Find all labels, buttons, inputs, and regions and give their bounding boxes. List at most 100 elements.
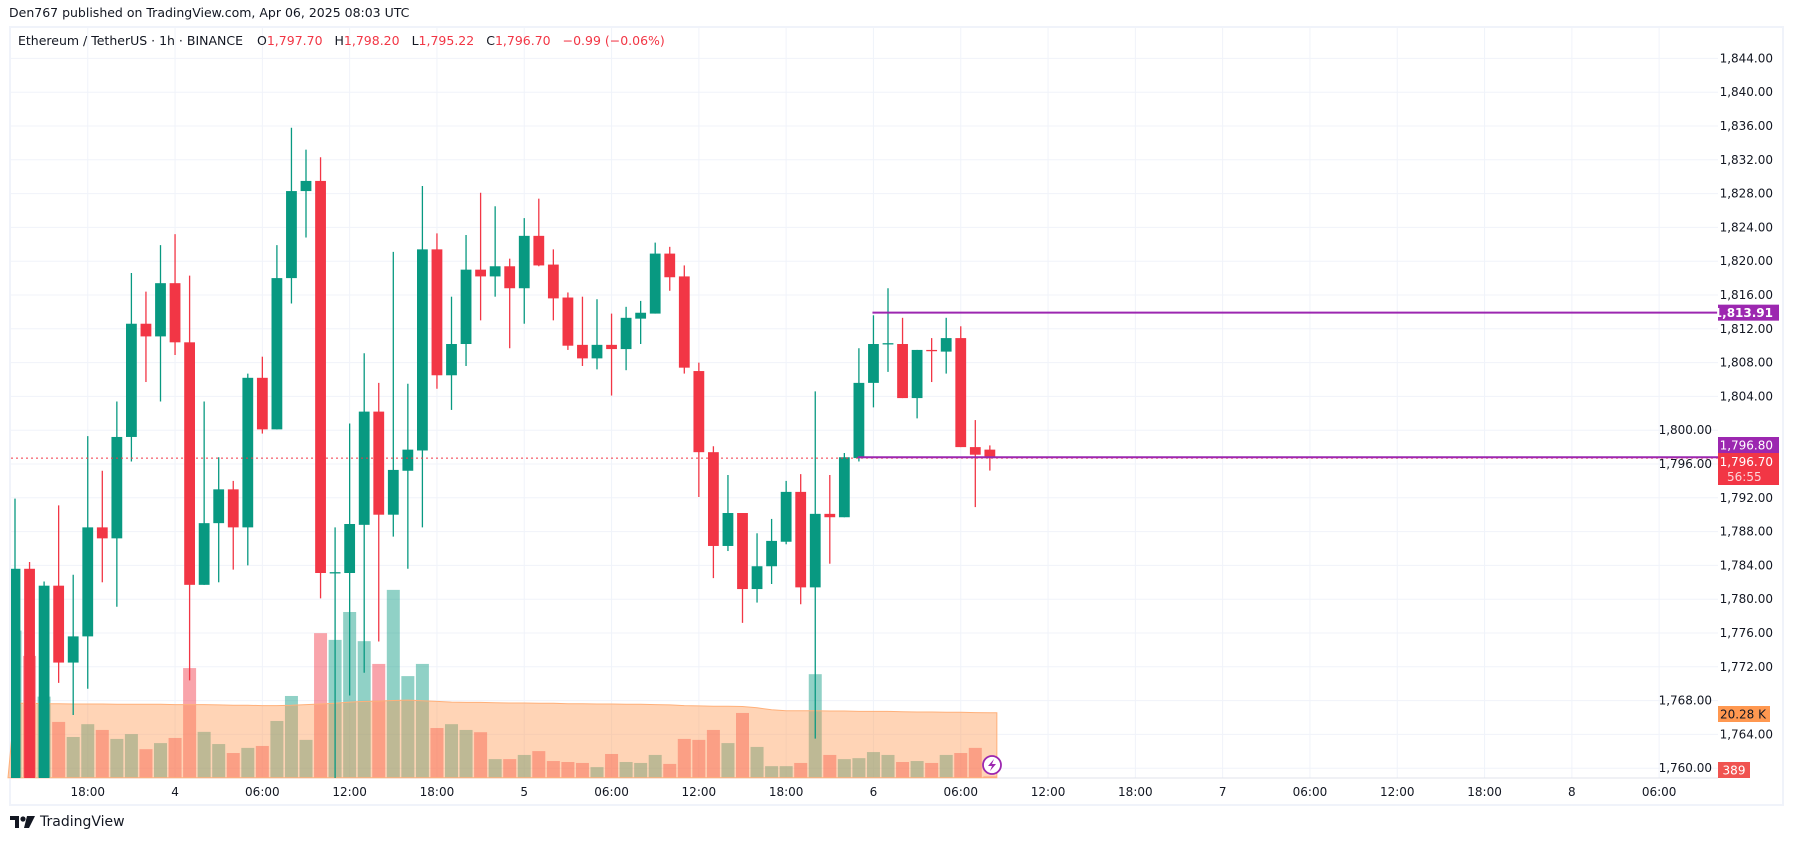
- change-value: −0.99 (−0.06%): [562, 33, 665, 48]
- candle-body: [620, 317, 632, 350]
- candle-body: [256, 377, 268, 430]
- time-tick-label: 06:00: [1642, 785, 1677, 799]
- horizontal-lines[interactable]: [11, 311, 1718, 459]
- candle-body: [402, 449, 414, 471]
- price-tick-label: 1,768.00: [1659, 694, 1712, 708]
- volume-bar: [241, 747, 255, 778]
- volume-bar: [299, 739, 313, 778]
- candle-body: [286, 191, 297, 279]
- volume-bar: [896, 761, 910, 778]
- candle-body: [635, 312, 647, 319]
- volume-bar: [968, 747, 982, 778]
- volume-bar: [590, 767, 604, 778]
- volume-bar: [66, 736, 80, 778]
- candle-body: [940, 338, 952, 352]
- volume-bar: [765, 766, 779, 778]
- volume-bar: [779, 766, 793, 778]
- candle: [882, 288, 894, 372]
- candle-body: [38, 585, 50, 778]
- candle-body: [67, 636, 79, 663]
- line-high-tag-text: 1,813.91: [1714, 306, 1773, 320]
- time-tick-label: 12:00: [1380, 785, 1415, 799]
- candle-body: [897, 344, 908, 399]
- candle-body: [853, 382, 865, 459]
- volume-bar: [415, 663, 429, 778]
- candle: [649, 242, 661, 314]
- price-tick-label: 1,784.00: [1720, 558, 1773, 572]
- candle: [373, 382, 385, 642]
- candle-body: [344, 523, 356, 574]
- volume-bar: [314, 633, 328, 778]
- price-tick-label: 1,824.00: [1720, 220, 1773, 234]
- volume-bar: [852, 758, 866, 778]
- volume-bar: [430, 728, 444, 778]
- time-axis[interactable]: 18:00 4 06:00 12:00 18:00 5 06:00 12:00 18:00 6 06…: [70, 785, 1676, 799]
- volume-bar: [837, 759, 851, 778]
- candle: [256, 356, 268, 434]
- volume-bar: [168, 737, 182, 778]
- candle: [213, 457, 225, 583]
- candle-body: [722, 513, 734, 546]
- candle-body: [227, 489, 239, 528]
- candle-body: [708, 452, 719, 546]
- lightning-icon[interactable]: [982, 755, 1002, 775]
- volume-bar: [939, 754, 953, 778]
- candle-body: [213, 489, 225, 524]
- symbol-legend: Ethereum / TetherUS · 1h · BINANCE O1,79…: [18, 33, 673, 48]
- candle: [82, 436, 94, 689]
- volume-bar: [706, 729, 720, 778]
- candle: [547, 249, 559, 321]
- line-high-tag: [1718, 304, 1779, 321]
- price-tick-label: 1,832.00: [1720, 153, 1773, 167]
- candle: [227, 480, 239, 570]
- candle: [460, 235, 472, 366]
- candle-body: [838, 457, 850, 518]
- volume-bar: [255, 745, 269, 778]
- volume-bar: [212, 744, 226, 778]
- candle: [591, 299, 603, 370]
- volume-bar: [183, 668, 197, 778]
- candle-body: [780, 491, 792, 542]
- time-tick-label: 12:00: [682, 785, 717, 799]
- time-tick-label: 18:00: [769, 785, 804, 799]
- volume-bar: [81, 724, 95, 778]
- volume-last-tag-text: 389: [1723, 764, 1746, 778]
- price-tick-label: 1,780.00: [1720, 592, 1773, 606]
- candle-body: [649, 253, 661, 314]
- chart-frame: [9, 26, 1784, 806]
- price-tick-label: 1,836.00: [1720, 119, 1773, 133]
- candle-body: [547, 264, 559, 299]
- volume-last-tag: [1718, 762, 1750, 778]
- price-axis[interactable]: 1,844.00 1,840.00 1,836.00 1,832.00 1,828.00…: [1659, 51, 1773, 775]
- candle: [969, 420, 981, 508]
- volume-bar: [605, 753, 619, 778]
- price-tick-label: 1,816.00: [1720, 288, 1773, 302]
- candles: [11, 127, 996, 778]
- candle-body: [984, 449, 996, 459]
- price-tick-label: 1,840.00: [1720, 85, 1773, 99]
- candle: [955, 326, 967, 448]
- candle: [708, 446, 719, 579]
- line-low-tag-text: 1,796.80: [1720, 439, 1773, 453]
- candle-body: [591, 344, 603, 359]
- tradingview-logo[interactable]: TradingView: [10, 814, 125, 830]
- candle-body: [431, 249, 443, 376]
- candle-body: [155, 283, 166, 337]
- candle: [504, 258, 516, 349]
- candle: [737, 513, 748, 623]
- open-value: 1,797.70: [266, 33, 323, 48]
- volume-bar: [925, 762, 939, 778]
- volume-bar: [445, 724, 458, 778]
- candle: [868, 315, 879, 408]
- close-label: C: [486, 33, 495, 48]
- candle: [926, 338, 938, 383]
- candle: [358, 353, 370, 673]
- time-tick-label: 8: [1568, 785, 1576, 799]
- candle: [387, 251, 399, 537]
- symbol-title[interactable]: Ethereum / TetherUS · 1h · BINANCE: [18, 33, 244, 48]
- candle: [809, 391, 821, 739]
- volume-bar: [619, 761, 633, 778]
- candle: [475, 192, 486, 321]
- volume-bar: [750, 746, 764, 778]
